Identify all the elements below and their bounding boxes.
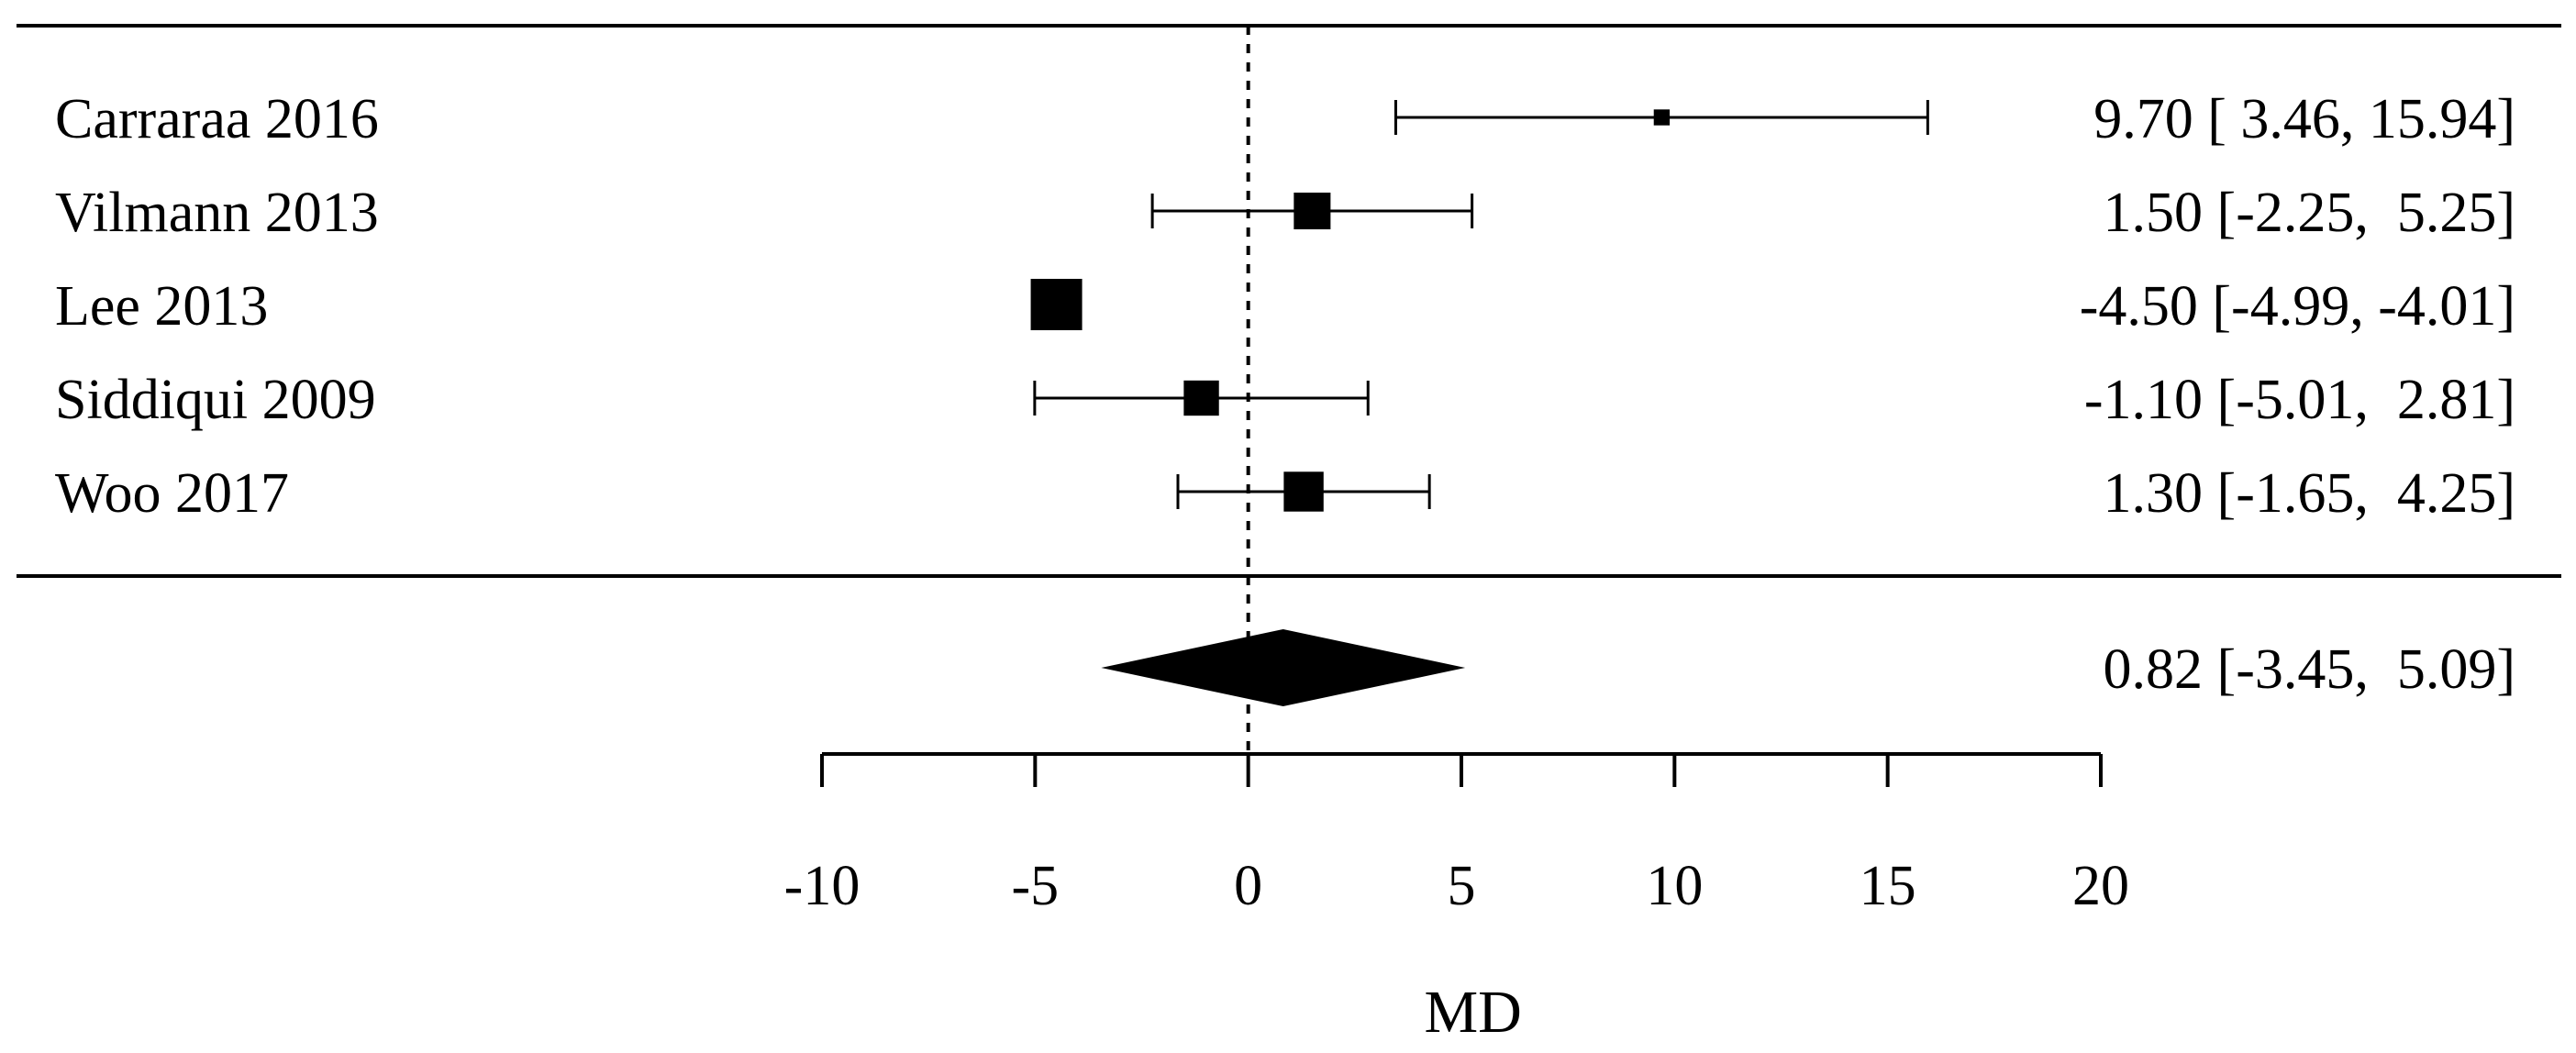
study-label: Siddiqui 2009: [55, 369, 376, 431]
text-group: Carraraa 2016 9.70 [ 3.46, 15.94] Vilmann …: [55, 88, 2515, 701]
rule-lines-group: [17, 24, 2561, 754]
study-marks-group: [1030, 100, 1929, 706]
x-axis-group: -10 -5 0 5 10 15 20 MD: [784, 752, 2129, 1046]
study-ci-text: -4.50 [-4.99, -4.01]: [2080, 275, 2515, 338]
summary-diamond: [1101, 629, 1466, 706]
study-ci-text: 9.70 [ 3.46, 15.94]: [2093, 88, 2515, 150]
study-ci-text: 1.30 [-1.65, 4.25]: [2104, 462, 2515, 525]
x-tick-label: -10: [784, 855, 861, 917]
x-tick-label: 20: [2072, 855, 2129, 917]
study-label: Woo 2017: [55, 462, 289, 525]
study-estimate-square: [1294, 192, 1331, 230]
x-tick-label: 15: [1860, 855, 1916, 917]
study-estimate-square: [1653, 109, 1671, 126]
study-ci-text: 1.50 [-2.25, 5.25]: [2104, 182, 2515, 244]
study-label: Carraraa 2016: [55, 88, 379, 150]
study-estimate-square: [1183, 380, 1219, 416]
study-label: Lee 2013: [55, 275, 268, 338]
study-label: Vilmann 2013: [55, 182, 379, 244]
study-estimate-square: [1030, 279, 1083, 330]
x-axis-label: MD: [1424, 979, 1521, 1046]
x-tick-label: -5: [1012, 855, 1060, 917]
study-ci-text: -1.10 [-5.01, 2.81]: [2084, 369, 2515, 431]
summary-ci-text: 0.82 [-3.45, 5.09]: [2104, 638, 2515, 701]
x-tick-label: 10: [1646, 855, 1703, 917]
x-tick-label: 5: [1448, 855, 1476, 917]
study-estimate-square: [1283, 471, 1324, 512]
x-tick-label: 0: [1234, 855, 1262, 917]
